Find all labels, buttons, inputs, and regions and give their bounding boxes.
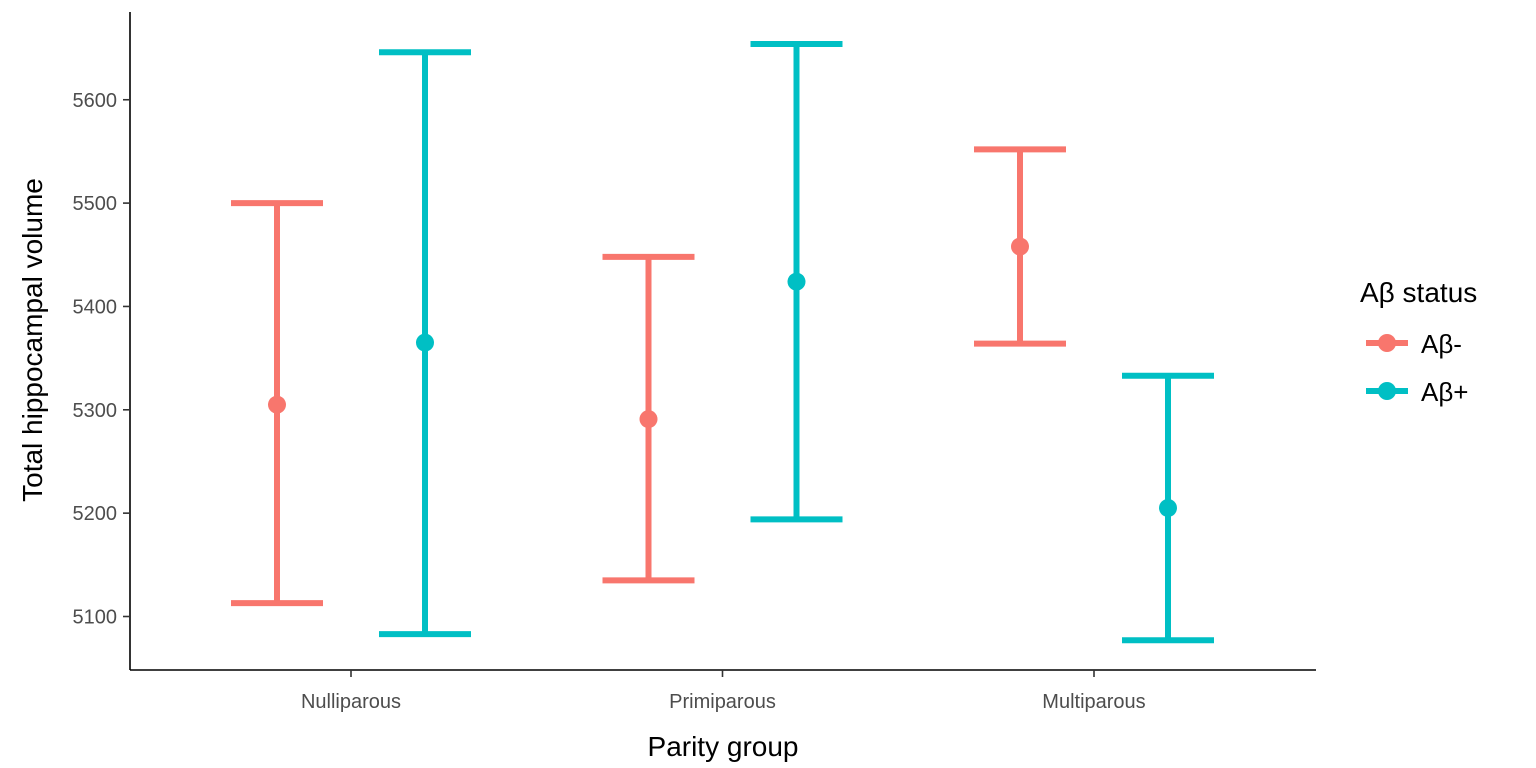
errorbar-group xyxy=(1122,372,1214,644)
legend-label: Aβ+ xyxy=(1421,377,1468,407)
mean-point xyxy=(268,395,286,414)
y-tick-label: 5500 xyxy=(73,193,118,215)
errorbar-group xyxy=(750,40,843,523)
y-tick-label: 5100 xyxy=(73,607,118,629)
x-tick-label: Multiparous xyxy=(1042,691,1145,713)
y-axis-title: Total hippocampal volume xyxy=(17,178,48,502)
legend-title: Aβ status xyxy=(1360,277,1477,308)
errorbar-group xyxy=(602,253,695,584)
legend-label: Aβ- xyxy=(1421,329,1462,359)
x-tick-label: Nulliparous xyxy=(301,691,401,713)
mean-point xyxy=(1011,237,1029,256)
legend-key-point xyxy=(1378,334,1396,352)
x-tick-label: Primiparous xyxy=(669,691,776,713)
errorbar-group xyxy=(231,200,323,607)
y-ticks: 5100 5200 5300 5400 5500 5600 xyxy=(73,90,130,629)
legend-item: Aβ- xyxy=(1366,329,1462,359)
x-ticks: Nulliparous Primiparous Multiparous xyxy=(301,670,1146,713)
y-tick-label: 5600 xyxy=(73,90,118,112)
mean-point xyxy=(787,272,806,291)
y-tick-label: 5300 xyxy=(73,400,118,422)
y-tick-label: 5200 xyxy=(73,503,118,525)
errorbar-group xyxy=(974,146,1066,347)
legend-key-point xyxy=(1378,382,1396,400)
mean-point xyxy=(1159,498,1177,517)
plot-marks xyxy=(231,40,1214,644)
legend: Aβ status Aβ- Aβ+ xyxy=(1360,277,1477,407)
legend-item: Aβ+ xyxy=(1366,377,1468,407)
errorbar-group xyxy=(379,49,471,638)
y-tick-label: 5400 xyxy=(73,296,118,318)
mean-point xyxy=(639,410,658,429)
mean-point xyxy=(416,333,434,352)
x-axis-title: Parity group xyxy=(648,731,799,762)
